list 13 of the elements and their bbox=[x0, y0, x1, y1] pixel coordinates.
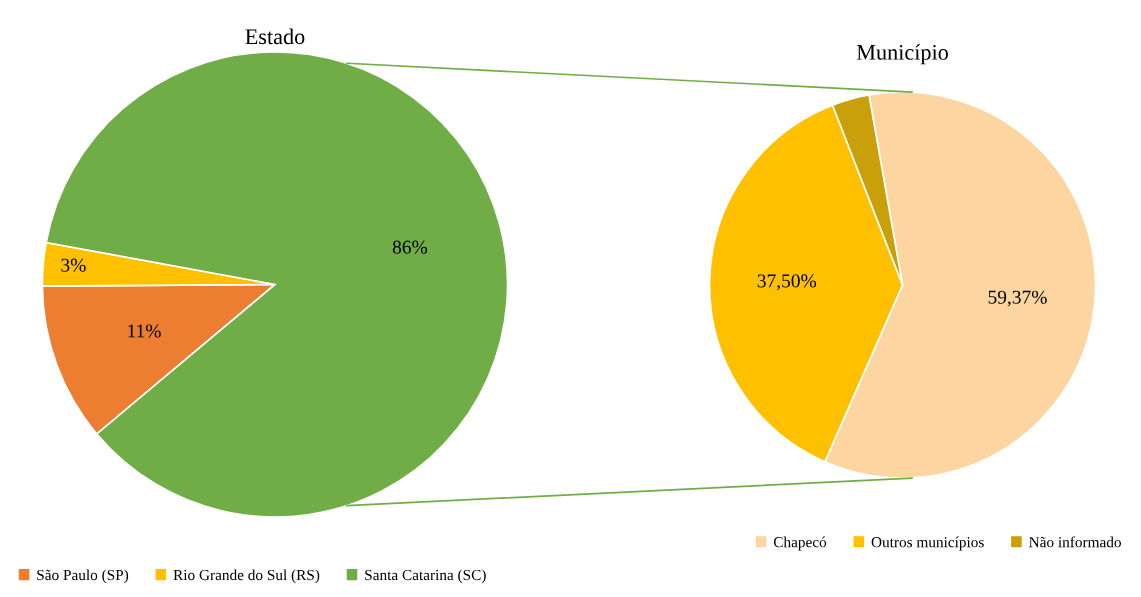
legend-label: Não informado bbox=[1029, 536, 1121, 548]
data-label: 11% bbox=[128, 324, 161, 338]
data-label: 86% bbox=[392, 240, 428, 254]
chart-title: Município bbox=[856, 44, 948, 65]
legend-label: Chapecó bbox=[773, 536, 827, 551]
data-label: 37,50% bbox=[757, 274, 817, 291]
data-label: 59,37% bbox=[988, 290, 1047, 307]
data-label: 3% bbox=[61, 258, 86, 272]
legend-label: Santa Catarina (SC) bbox=[365, 569, 486, 584]
chart-title: Estado bbox=[245, 28, 305, 45]
legend-label: São Paulo (SP) bbox=[37, 569, 129, 584]
legend-label: Rio Grande do Sul (RS) bbox=[173, 569, 320, 584]
legend-label: Outros municípios bbox=[871, 536, 984, 551]
